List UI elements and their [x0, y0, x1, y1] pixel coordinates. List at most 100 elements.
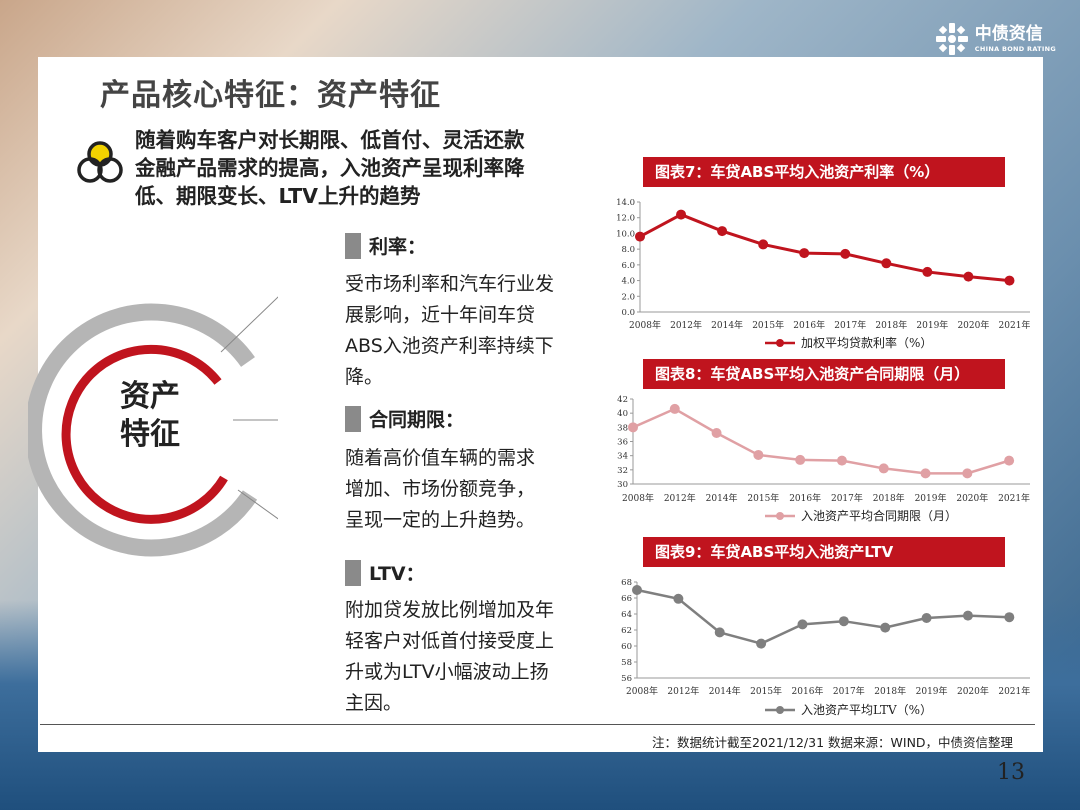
- intro-text: 随着购车客户对长期限、低首付、灵活还款 金融产品需求的提高，入池资产呈现利率降 …: [135, 126, 605, 210]
- y-tick-label: 62: [621, 626, 632, 636]
- x-tick-label: 2014年: [711, 319, 743, 331]
- x-tick-label: 2017年: [833, 685, 865, 697]
- series-line: [632, 407, 1010, 475]
- x-tick-label: 2019年: [916, 685, 948, 697]
- data-point: [717, 226, 728, 237]
- x-tick-label: 2017年: [831, 492, 863, 504]
- legend-marker: [776, 512, 784, 520]
- data-point: [838, 616, 849, 627]
- x-tick-label: 2021年: [998, 685, 1030, 697]
- data-point: [880, 622, 891, 633]
- y-tick-label: 68: [621, 578, 632, 588]
- y-tick-label: 4.0: [621, 277, 635, 287]
- x-tick-label: 2008年: [622, 492, 654, 504]
- data-point: [756, 638, 767, 649]
- y-tick-label: 40: [617, 409, 628, 419]
- section-bar: [345, 559, 361, 586]
- footnote-divider: [40, 724, 1035, 725]
- data-point: [632, 585, 642, 595]
- section-term-body: 随着高价值车辆的需求 增加、市场份额竞争， 呈现一定的上升趋势。: [345, 443, 535, 536]
- x-tick-label: 2016年: [792, 685, 824, 697]
- data-point: [962, 610, 973, 621]
- section-rate-head: 利率：: [345, 232, 426, 259]
- data-point: [635, 231, 645, 242]
- data-point: [676, 209, 687, 220]
- x-tick-label: 2016年: [789, 492, 821, 504]
- section-line: 呈现一定的上升趋势。: [345, 509, 536, 531]
- y-tick-label: 30: [617, 480, 628, 490]
- y-tick-label: 12.0: [616, 214, 635, 224]
- x-tick-label: 2008年: [626, 685, 658, 697]
- data-point: [669, 403, 680, 414]
- legend-label: 入池资产平均LTV（%）: [801, 703, 932, 717]
- chart-title-term: 图表8：车贷ABS平均入池资产合同期限（月）: [643, 359, 1005, 389]
- chart-title-ltv: 图表9：车贷ABS平均入池资产LTV: [643, 537, 1005, 567]
- data-point: [628, 422, 638, 433]
- logo-mark-icon: [935, 23, 968, 55]
- footnote: 注：数据统计截至2021/12/31 数据来源：WIND，中债资信整理: [652, 735, 1014, 750]
- asset-feature-ring: [28, 296, 278, 557]
- x-tick-label: 2017年: [834, 319, 866, 331]
- data-point: [836, 455, 847, 466]
- intro-line: 随着购车客户对长期限、低首付、灵活还款: [135, 128, 525, 152]
- intro-line: 金融产品需求的提高，入池资产呈现利率降: [135, 156, 525, 180]
- center-label: 资产 特征: [110, 378, 190, 454]
- section-bar: [345, 405, 361, 432]
- data-point: [840, 248, 851, 259]
- data-point: [797, 619, 808, 630]
- x-tick-label: 2020年: [957, 685, 989, 697]
- y-tick-label: 14.0: [616, 198, 635, 208]
- section-line: 附加贷发放比例增加及年: [345, 599, 555, 621]
- y-tick-label: 60: [621, 642, 632, 652]
- legend-marker: [776, 706, 784, 714]
- section-ltv-head: LTV：: [345, 559, 425, 586]
- data-point: [711, 428, 722, 438]
- y-tick-label: 6.0: [621, 261, 635, 271]
- data-point: [799, 248, 810, 259]
- y-tick-label: 58: [621, 658, 632, 668]
- data-point: [963, 271, 974, 282]
- legend-marker: [776, 339, 784, 347]
- section-line: 受市场利率和汽车行业发: [345, 273, 555, 295]
- logo-cn: 中债资信: [974, 23, 1043, 44]
- legend-label: 加权平均贷款利率（%）: [801, 335, 932, 350]
- section-term-head: 合同期限：: [345, 405, 464, 432]
- ltv-line-chart: 56 58 60 62 64 66 68 2008年 2012年 2014年 2015年 2016年 2…: [621, 578, 1030, 717]
- y-tick-label: 0.0: [621, 308, 635, 318]
- data-point: [920, 468, 931, 479]
- data-point: [1004, 612, 1015, 623]
- x-tick-label: 2008年: [629, 319, 661, 331]
- x-tick-label: 2012年: [667, 685, 699, 697]
- term-line-chart: 30 32 34 36 38 40 42 2008年 2012年 2014年 2015年 2016年 2…: [617, 395, 1030, 523]
- data-point: [673, 593, 684, 604]
- x-tick-label: 2015年: [752, 319, 784, 331]
- chart-title-rate: 图表7：车贷ABS平均入池资产利率（%）: [643, 157, 1005, 187]
- y-tick-label: 34: [617, 452, 628, 462]
- data-point: [1004, 275, 1015, 286]
- x-tick-label: 2015年: [747, 492, 779, 504]
- center-label-line: 资产: [120, 379, 180, 414]
- section-title: LTV：: [369, 563, 425, 585]
- y-tick-label: 64: [621, 610, 632, 620]
- x-tick-label: 2021年: [998, 492, 1030, 504]
- y-tick-label: 66: [621, 594, 632, 604]
- x-tick-label: 2012年: [670, 319, 702, 331]
- y-tick-label: 10.0: [616, 229, 635, 239]
- section-title: 合同期限：: [369, 409, 465, 431]
- section-title: 利率：: [369, 236, 427, 258]
- page-number: 13: [997, 760, 1025, 785]
- data-point: [1004, 455, 1015, 466]
- x-tick-label: 2018年: [874, 685, 906, 697]
- section-rate-body: 受市场利率和汽车行业发 展影响，近十年间车贷 ABS入池资产利率持续下 降。: [345, 269, 554, 393]
- logo-en: CHINA BOND RATING: [974, 44, 1056, 53]
- data-point: [758, 239, 769, 250]
- series-line: [636, 588, 1010, 645]
- three-circles-icon: [77, 141, 123, 183]
- x-tick-label: 2014年: [709, 685, 741, 697]
- x-tick-label: 2016年: [793, 319, 825, 331]
- section-line: 降。: [345, 366, 384, 388]
- x-tick-label: 2019年: [916, 319, 948, 331]
- x-tick-label: 2014年: [706, 492, 738, 504]
- logo: 中债资信 CHINA BOND RATING: [935, 22, 1056, 56]
- data-point: [921, 613, 932, 623]
